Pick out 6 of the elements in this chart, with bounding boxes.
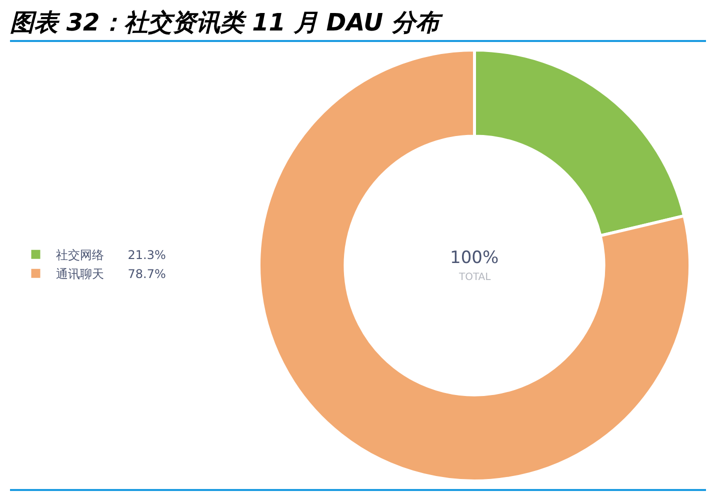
text: TOTAL (458, 272, 492, 283)
legend-label: 社交网络 21.3% (56, 248, 166, 262)
donut-slice (258, 48, 692, 482)
text: 100% (450, 248, 499, 268)
chart-title: 图表 32：社交资讯类 11 月 DAU 分布 (10, 8, 444, 36)
legend-label: 通讯聊天 78.7% (56, 267, 166, 282)
